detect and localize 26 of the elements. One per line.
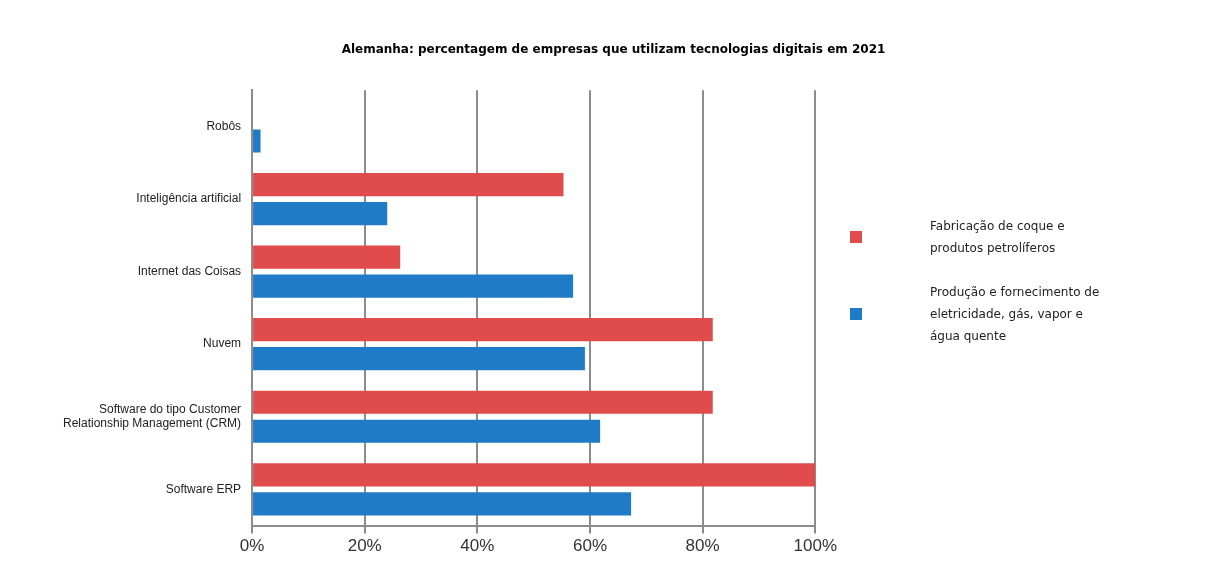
y-tick-label: Software do tipo Customer Relationship Management (CRM) <box>62 401 242 431</box>
x-tick-label: 80% <box>685 536 720 556</box>
chart-title: Alemanha: percentagem de empresas que utilizam tecnologias digitais em 2021 <box>340 42 887 56</box>
bar <box>253 172 564 197</box>
bar <box>253 245 401 269</box>
bar <box>253 419 601 443</box>
bar <box>253 318 713 342</box>
bar <box>253 463 816 487</box>
y-tick-label: Software ERP <box>165 481 242 496</box>
bar <box>253 390 713 414</box>
y-tick-label: Nuvem <box>203 336 242 351</box>
y-tick-label: Robôs <box>206 118 242 133</box>
text: Fabricação de coque e produtos petrolíferos <box>930 218 1066 257</box>
x-tick-label: 100% <box>793 536 837 556</box>
bar <box>253 492 632 516</box>
x-tick-label: 60% <box>572 536 607 556</box>
bar <box>253 347 585 371</box>
y-tick-label: Inteligência artificial <box>136 191 242 206</box>
bar <box>253 129 261 153</box>
x-tick-label: 0% <box>239 536 265 556</box>
x-tick-label: 20% <box>347 536 382 556</box>
x-tick-label: 40% <box>460 536 495 556</box>
bar <box>253 274 574 298</box>
text: Produção e fornecimento de eletricidade, gás, vapor e água quente <box>930 284 1101 345</box>
y-tick-label: Internet das Coisas <box>137 263 242 278</box>
bar <box>253 201 388 226</box>
